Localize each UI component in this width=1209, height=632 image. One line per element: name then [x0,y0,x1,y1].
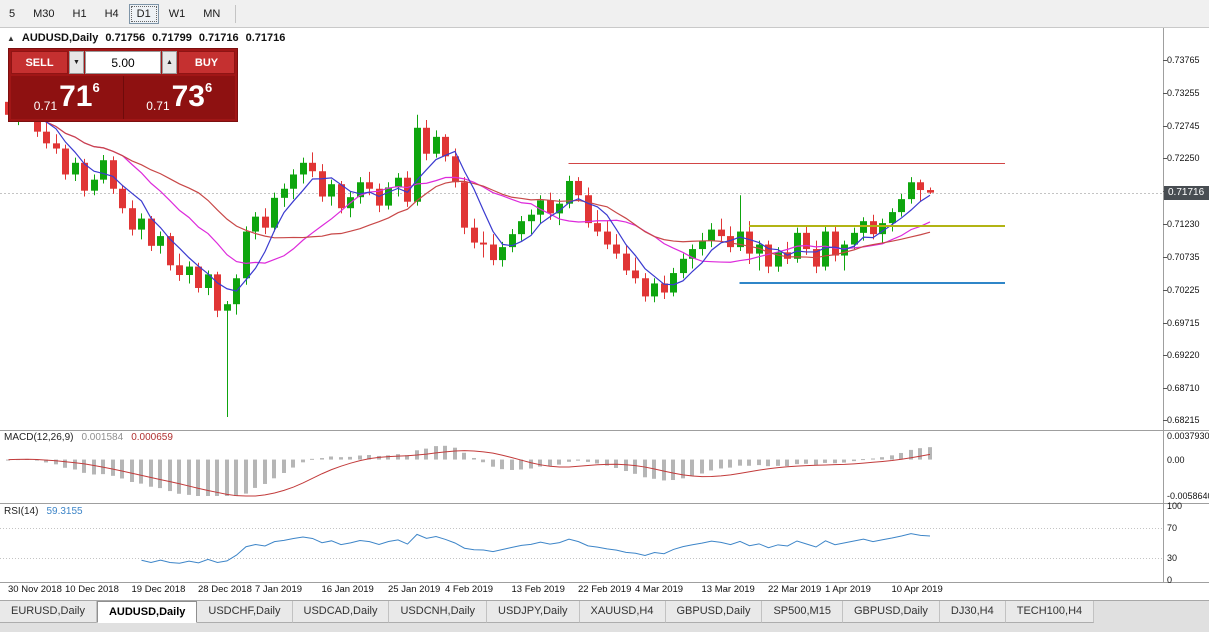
date-axis-label: 13 Feb 2019 [511,584,565,595]
chart-tab-sp500-m15[interactable]: SP500,M15 [762,601,843,623]
timeframe-button-h1[interactable]: H1 [65,4,95,24]
candlestick-chart-canvas[interactable] [0,28,1209,600]
date-axis-label: 4 Feb 2019 [445,584,494,595]
macd-axis-tick: 0.00 [1167,454,1185,465]
chart-tab-xauusd-h4[interactable]: XAUUSD,H4 [579,601,666,623]
chart-tab-usdjpy-daily[interactable]: USDJPY,Daily [487,601,580,623]
ask-pip-digit: 6 [205,80,213,95]
chart-tab-gbpusd-daily[interactable]: GBPUSD,Daily [842,601,940,623]
price-axis-tick: 0.69220 [1167,349,1200,360]
bid-prefix: 0.71 [33,99,58,113]
price-axis-tick: 0.73765 [1167,55,1200,65]
timeframe-button-5[interactable]: 5 [1,4,23,24]
price-axis-tick: 0.68215 [1167,414,1200,425]
chart-tab-usdchf-daily[interactable]: USDCHF,Daily [197,601,293,623]
chart-tab-audusd-daily[interactable]: AUDUSD,Daily [96,601,198,623]
chart-tab-usdcad-daily[interactable]: USDCAD,Daily [292,601,390,623]
date-axis-label: 30 Nov 2018 [8,584,62,595]
ask-quote-button[interactable]: 0.71 73 6 [123,76,235,119]
volume-decrease-button[interactable]: ▼ [69,51,84,74]
date-axis-label: 4 Mar 2019 [635,584,684,595]
price-axis-tick: 0.72250 [1167,153,1200,164]
sell-button[interactable]: SELL [11,51,68,74]
bid-pip-digit: 6 [92,80,100,95]
timeframes-toolbar: 5 M30 H1 H4 D1 W1 MN [0,0,1209,28]
bid-quote-button[interactable]: 0.71 71 6 [11,76,124,119]
chart-tab-gbpusd-daily[interactable]: GBPUSD,Daily [665,601,763,623]
chart-tab-tech100-h4[interactable]: TECH100,H4 [1005,601,1095,623]
chart-tab-dj30-h4[interactable]: DJ30,H4 [939,601,1006,623]
date-axis-label: 28 Dec 2018 [198,584,252,595]
rsi-axis-tick: 100 [1167,501,1183,511]
toolbar-separator [235,4,237,23]
rsi-axis-tick: 0 [1167,575,1173,585]
ask-prefix: 0.71 [146,99,170,113]
date-axis-label: 10 Apr 2019 [891,584,943,595]
timeframe-button-mn[interactable]: MN [195,4,228,24]
current-price-tag: 0.71716 [1164,185,1209,200]
volume-input[interactable] [85,51,161,74]
price-axis-tick: 0.73255 [1167,88,1200,99]
buy-button[interactable]: BUY [178,51,235,74]
price-axis-tick: 0.70735 [1167,251,1200,262]
macd-axis-tick: 0.0037930 [1167,431,1209,441]
volume-increase-button[interactable]: ▲ [162,51,177,74]
price-axis-tick: 0.69715 [1167,317,1200,328]
date-axis-label: 22 Mar 2019 [768,584,822,595]
price-axis-tick: 0.70225 [1167,284,1200,295]
ask-big-digits: 73 [171,80,205,114]
date-axis-label: 10 Dec 2018 [65,584,119,595]
collapse-trade-panel-icon[interactable]: ▲ [7,33,15,43]
bid-big-digits: 71 [59,80,93,114]
date-axis-label: 19 Dec 2018 [131,584,186,595]
date-axis-label: 1 Apr 2019 [825,584,871,595]
rsi-axis-tick: 70 [1167,523,1178,534]
timeframe-button-h4[interactable]: H4 [97,4,127,24]
date-axis-label: 22 Feb 2019 [578,584,632,595]
date-axis-label: 25 Jan 2019 [388,584,441,595]
timeframe-button-d1[interactable]: D1 [128,3,159,24]
price-axis-tick: 0.72745 [1167,121,1200,132]
date-axis-label: 7 Jan 2019 [255,584,303,595]
price-axis-tick: 0.68710 [1167,382,1200,393]
price-axis-tick: 0.71230 [1167,219,1200,230]
timeframe-button-m30[interactable]: M30 [25,4,62,24]
chart-tabs-bar: EURUSD,Daily AUDUSD,Daily USDCHF,Daily USDC… [0,600,1209,632]
macd-axis-tick: -0.0058640 [1167,491,1209,501]
one-click-trading-panel: SELL ▼ ▲ BUY 0.71 71 6 0.71 73 6 [8,48,238,122]
rsi-axis-tick: 30 [1167,552,1178,563]
chart-tab-eurusd-daily[interactable]: EURUSD,Daily [0,601,97,623]
timeframe-button-w1[interactable]: W1 [161,4,194,24]
chart-window: ▲ AUDUSD,Daily 0.71756 0.71799 0.71716 0… [0,28,1209,600]
chart-tab-usdcnh-daily[interactable]: USDCNH,Daily [389,601,488,623]
date-axis-label: 13 Mar 2019 [701,584,755,595]
date-axis-label: 16 Jan 2019 [321,584,374,595]
